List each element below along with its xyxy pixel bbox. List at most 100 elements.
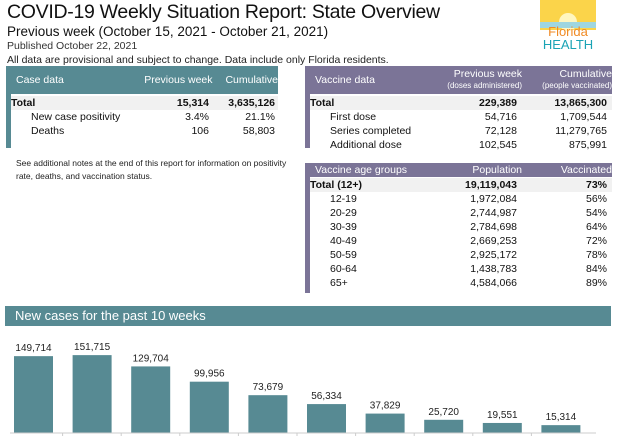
bar bbox=[424, 419, 464, 433]
bar bbox=[14, 356, 53, 433]
row-value: 64% bbox=[585, 221, 607, 233]
table-row: New case positivity 3.4% 21.1% bbox=[11, 110, 278, 124]
table-row: 40-49 2,669,253 72% bbox=[310, 234, 612, 248]
vaccine-data-table: Vaccine data Previous week (doses adminis… bbox=[305, 66, 612, 151]
header-sub: (doses administered) bbox=[447, 81, 522, 90]
bar bbox=[365, 413, 405, 433]
row-value: 58,803 bbox=[242, 125, 275, 137]
table-row: Total 15,314 3,635,126 bbox=[11, 96, 278, 110]
row-value: 13,865,300 bbox=[554, 97, 607, 109]
row-label: Total bbox=[11, 97, 36, 109]
florida-health-logo: Florida HEALTH bbox=[540, 0, 596, 50]
published-date: Published October 22, 2021 bbox=[7, 40, 138, 52]
row-label: 50-59 bbox=[330, 249, 357, 261]
header-label: Case data bbox=[16, 74, 64, 86]
page-title: COVID-19 Weekly Situation Report: State … bbox=[7, 1, 440, 23]
case-table-header: Case data Previous week Cumulative bbox=[6, 66, 278, 94]
row-value: 2,784,698 bbox=[470, 221, 517, 233]
row-label: 40-49 bbox=[330, 235, 357, 247]
header-label: Vaccine data bbox=[315, 74, 375, 86]
row-value: 19,119,043 bbox=[465, 179, 517, 191]
table-row: 12-19 1,972,084 56% bbox=[310, 192, 612, 206]
row-value: 78% bbox=[585, 249, 607, 261]
row-label: Additional dose bbox=[330, 139, 402, 151]
row-label: 12-19 bbox=[330, 193, 357, 205]
bar-label: 15,314 bbox=[546, 412, 577, 423]
table-row: 30-39 2,784,698 64% bbox=[310, 220, 612, 234]
row-value: 89% bbox=[585, 277, 607, 289]
row-value: 54,716 bbox=[484, 111, 517, 123]
svg-text:HEALTH: HEALTH bbox=[543, 37, 593, 50]
row-label: Total (12+) bbox=[310, 179, 363, 191]
bar-label: 73,679 bbox=[253, 382, 284, 393]
row-value: 15,314 bbox=[176, 97, 209, 109]
bar-label: 37,829 bbox=[370, 401, 401, 412]
table-row: 50-59 2,925,172 78% bbox=[310, 248, 612, 262]
row-value: 3,635,126 bbox=[228, 97, 275, 109]
bar bbox=[189, 381, 229, 433]
row-value: 1,972,084 bbox=[470, 193, 517, 205]
table-row: 20-29 2,744,987 54% bbox=[310, 206, 612, 220]
row-label: First dose bbox=[330, 111, 377, 123]
bar bbox=[131, 366, 171, 433]
bar-label: 149,714 bbox=[15, 343, 52, 354]
table-row: 60-64 1,438,783 84% bbox=[310, 262, 612, 276]
row-value: 72% bbox=[585, 235, 607, 247]
row-value: 11,279,765 bbox=[555, 125, 607, 137]
row-label: 20-29 bbox=[330, 207, 357, 219]
table-row: Total (12+) 19,119,043 73% bbox=[310, 178, 612, 192]
row-value: 73% bbox=[585, 179, 607, 191]
header-cumulative: Cumulative bbox=[225, 74, 278, 86]
vaccine-age-groups-table: Vaccine age groups Population Vaccinated… bbox=[305, 163, 612, 293]
bar bbox=[248, 395, 288, 433]
row-value: 229,389 bbox=[479, 97, 517, 109]
bar-label: 129,704 bbox=[133, 353, 170, 364]
row-value: 56% bbox=[585, 193, 607, 205]
row-label: New case positivity bbox=[31, 111, 121, 123]
table-row: First dose 54,716 1,709,544 bbox=[310, 110, 612, 124]
bar bbox=[482, 422, 522, 433]
row-label: 30-39 bbox=[330, 221, 357, 233]
vaccine-table-header: Vaccine data Previous week (doses adminis… bbox=[305, 66, 612, 94]
row-label: Deaths bbox=[31, 125, 65, 137]
row-value: 21.1% bbox=[245, 111, 275, 123]
row-label: 60-64 bbox=[330, 263, 357, 275]
disclaimer: All data are provisional and subject to … bbox=[7, 54, 389, 66]
table-row: Total 229,389 13,865,300 bbox=[310, 96, 612, 110]
header-vaccinated: Vaccinated bbox=[560, 164, 612, 176]
table-row: 65+ 4,584,066 89% bbox=[310, 276, 612, 290]
row-value: 2,925,172 bbox=[470, 249, 517, 261]
table-row: Series completed 72,128 11,279,765 bbox=[310, 124, 612, 138]
bar bbox=[307, 404, 346, 433]
row-value: 2,669,253 bbox=[470, 235, 517, 247]
row-value: 3.4% bbox=[185, 111, 209, 123]
header-previous-week: Previous week bbox=[144, 74, 213, 86]
svg-text:Florida: Florida bbox=[548, 24, 589, 39]
header-population: Population bbox=[472, 164, 522, 176]
header-label: Vaccine age groups bbox=[315, 164, 408, 176]
row-label: Total bbox=[310, 97, 335, 109]
new-cases-bar-chart: 149,714 151,715 129,704 99,956 73,679 56,334 3… bbox=[10, 342, 596, 436]
header-cumulative: Cumulative bbox=[559, 68, 612, 80]
row-value: 54% bbox=[585, 207, 607, 219]
row-value: 4,584,066 bbox=[470, 277, 517, 289]
row-value: 1,438,783 bbox=[470, 263, 517, 275]
row-value: 72,128 bbox=[484, 125, 517, 137]
notes-text: See additional notes at the end of this … bbox=[16, 158, 287, 181]
chart-title: New cases for the past 10 weeks bbox=[5, 306, 611, 326]
bar bbox=[541, 425, 581, 433]
bar-label: 25,720 bbox=[428, 407, 459, 418]
row-value: 102,545 bbox=[479, 139, 517, 151]
table-row: Additional dose 102,545 875,991 bbox=[310, 138, 612, 152]
row-value: 84% bbox=[585, 263, 607, 275]
row-value: 2,744,987 bbox=[470, 207, 517, 219]
row-value: 106 bbox=[191, 125, 209, 137]
row-value: 875,991 bbox=[569, 139, 607, 151]
header-previous-week: Previous week bbox=[453, 68, 522, 80]
age-table-header: Vaccine age groups Population Vaccinated bbox=[305, 163, 612, 177]
row-label: Series completed bbox=[330, 125, 412, 137]
bar-label: 151,715 bbox=[74, 342, 111, 353]
bar-label: 56,334 bbox=[311, 391, 342, 402]
bar-label: 99,956 bbox=[194, 369, 225, 380]
row-value: 1,709,544 bbox=[560, 111, 607, 123]
